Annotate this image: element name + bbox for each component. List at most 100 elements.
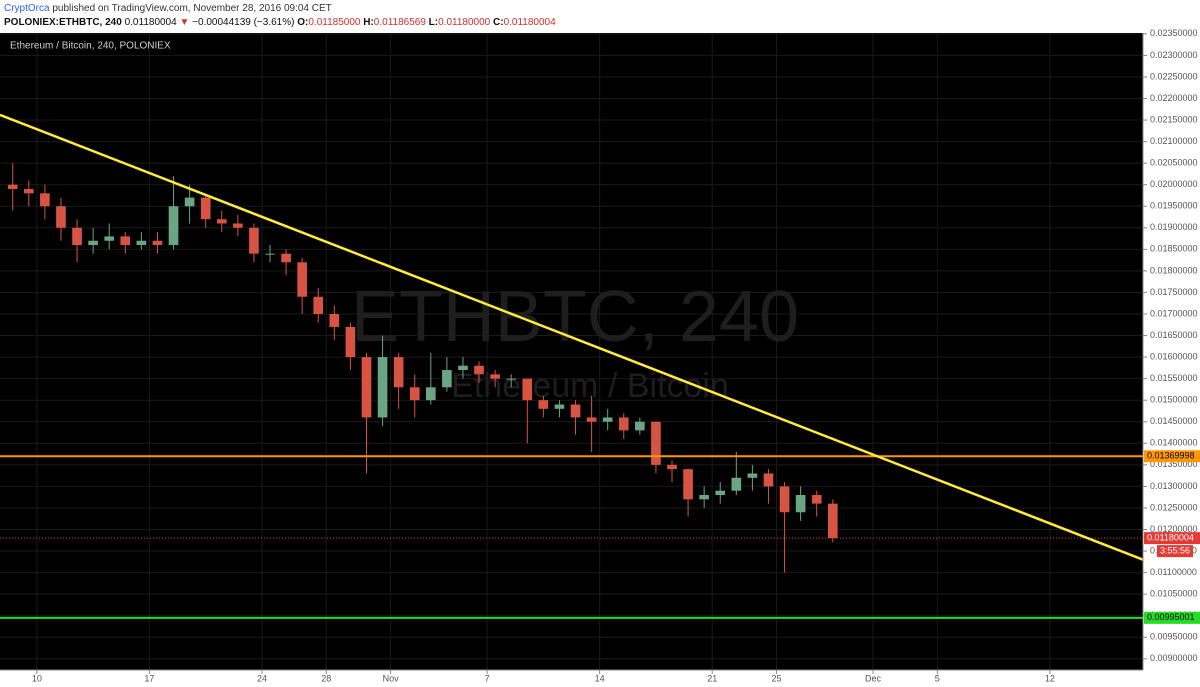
last-price-label: 0.01180004 [1147, 532, 1194, 542]
x-tick-label: 17 [144, 673, 154, 683]
candle-body [329, 314, 340, 327]
y-tick-label: 0.01800000 [1150, 265, 1198, 275]
candle-body [811, 495, 822, 504]
y-tick-label: 0.01400000 [1150, 438, 1198, 448]
x-tick-label: 25 [772, 673, 782, 683]
candle-body [265, 253, 275, 255]
last: 0.01180004 [125, 17, 178, 28]
candle-body [506, 378, 517, 380]
plot-area [0, 33, 1143, 670]
candle-body [281, 253, 291, 263]
candle-body [313, 296, 324, 315]
candle-body [249, 227, 259, 254]
level-label-box [1144, 611, 1200, 624]
candle-body [715, 490, 726, 496]
candle-body [7, 184, 18, 190]
ohlc-label: O: [297, 17, 308, 28]
y-tick-label: 0.01100000 [1150, 567, 1197, 577]
countdown-box [1157, 545, 1193, 558]
y-tick-label: 0.02300000 [1150, 50, 1198, 60]
candle-body [200, 197, 211, 220]
x-tick-label: 10 [32, 673, 42, 683]
y-tick-label: 0.02250000 [1150, 71, 1198, 81]
candle-body [442, 370, 452, 388]
candle-body [56, 206, 66, 228]
candle-body [23, 189, 34, 194]
ohlc-value: 0.01180004 [504, 17, 557, 28]
candle-body [731, 477, 742, 491]
candle-body [667, 464, 677, 470]
candle-body [458, 365, 468, 371]
author-link[interactable]: CryptOrca [4, 3, 50, 14]
y-tick-label: 0.01500000 [1150, 395, 1198, 405]
y-tick-label: 0.01700000 [1150, 308, 1198, 318]
y-tick-label: 0.01850000 [1150, 244, 1198, 254]
candle-body [474, 365, 484, 375]
y-tick-label: 0.02200000 [1150, 93, 1198, 103]
chart-title: Ethereum / Bitcoin, 240, POLONIEX [10, 41, 171, 52]
last-price-box [1144, 532, 1200, 545]
candle-body [88, 240, 98, 246]
y-tick-label: 0.01450000 [1150, 416, 1198, 426]
candle-body [233, 223, 243, 228]
ohlc-value: 0.01185000 [308, 17, 361, 28]
candle-body [40, 193, 50, 207]
published: published on TradingView.com, November 2… [52, 3, 331, 14]
candle-body [490, 374, 500, 379]
y-tick-label: 0.01350000 [1150, 459, 1198, 469]
publish-line: CryptOrca published on TradingView.com, … [4, 3, 332, 14]
x-tick-label: Nov [383, 673, 400, 683]
candle-body [747, 473, 758, 478]
y-tick-label: 0.01900000 [1150, 222, 1198, 232]
change: −0.00044139 (−3.61%) [192, 17, 294, 28]
ohlc-label: H: [363, 17, 374, 28]
candle-body [297, 262, 307, 297]
y-tick-label: 0.00950000 [1150, 632, 1198, 642]
y-tick-label: 0.01200000 [1150, 524, 1198, 534]
candle-body [409, 387, 420, 401]
candle-body [554, 404, 565, 409]
x-tick-label: 21 [707, 673, 717, 683]
y-tick-label: 0.02100000 [1150, 136, 1198, 146]
y-tick-label: 0.02350000 [1150, 28, 1198, 38]
x-tick-label: Dec [865, 673, 882, 683]
countdown: 3:55:56 [1160, 545, 1190, 555]
candle-body [425, 387, 436, 401]
candle-body [602, 417, 613, 422]
candle-body [538, 400, 549, 409]
x-tick-label: 12 [1045, 673, 1055, 683]
ohlc-value: 0.01180000 [438, 17, 491, 28]
candle-body [152, 240, 163, 246]
ticker-line: POLONIEX:ETHBTC, 240 0.01180004 ▼ −0.000… [4, 17, 556, 28]
ohlc-label: L: [429, 17, 438, 28]
candle-body [136, 240, 147, 246]
candle-body [570, 404, 581, 418]
candle-body [104, 236, 115, 241]
candle-body [699, 495, 709, 500]
ohlc-label: C: [493, 17, 504, 28]
candle-body [184, 197, 195, 207]
watermark-sub: Ethereum / Bitcoin [451, 367, 729, 405]
x-tick-label: 5 [935, 673, 940, 683]
y-tick-label: 0.01550000 [1150, 373, 1198, 383]
y-tick-label: 0.02000000 [1150, 179, 1198, 189]
x-tick-label: 7 [485, 673, 490, 683]
candle-body [522, 378, 533, 401]
candle-body [827, 503, 838, 539]
candle-body [763, 473, 774, 487]
arrow: ▼ [179, 17, 189, 28]
candle-body [72, 227, 82, 246]
candle-body [393, 357, 404, 388]
symbol: POLONIEX:ETHBTC, 240 [4, 17, 122, 28]
y-tick-label: 0.01950000 [1150, 201, 1198, 211]
candle-body [779, 486, 790, 513]
y-tick-label: 0.01050000 [1150, 589, 1198, 599]
x-tick-label: 14 [595, 673, 605, 683]
x-tick-label: 28 [321, 673, 331, 683]
watermark: ETHBTC, 240 [351, 277, 799, 357]
y-tick-label: 0.01750000 [1150, 287, 1198, 297]
candle-body [120, 236, 131, 246]
candle-body [795, 495, 806, 513]
level-label: 0.01369998 [1147, 451, 1195, 461]
